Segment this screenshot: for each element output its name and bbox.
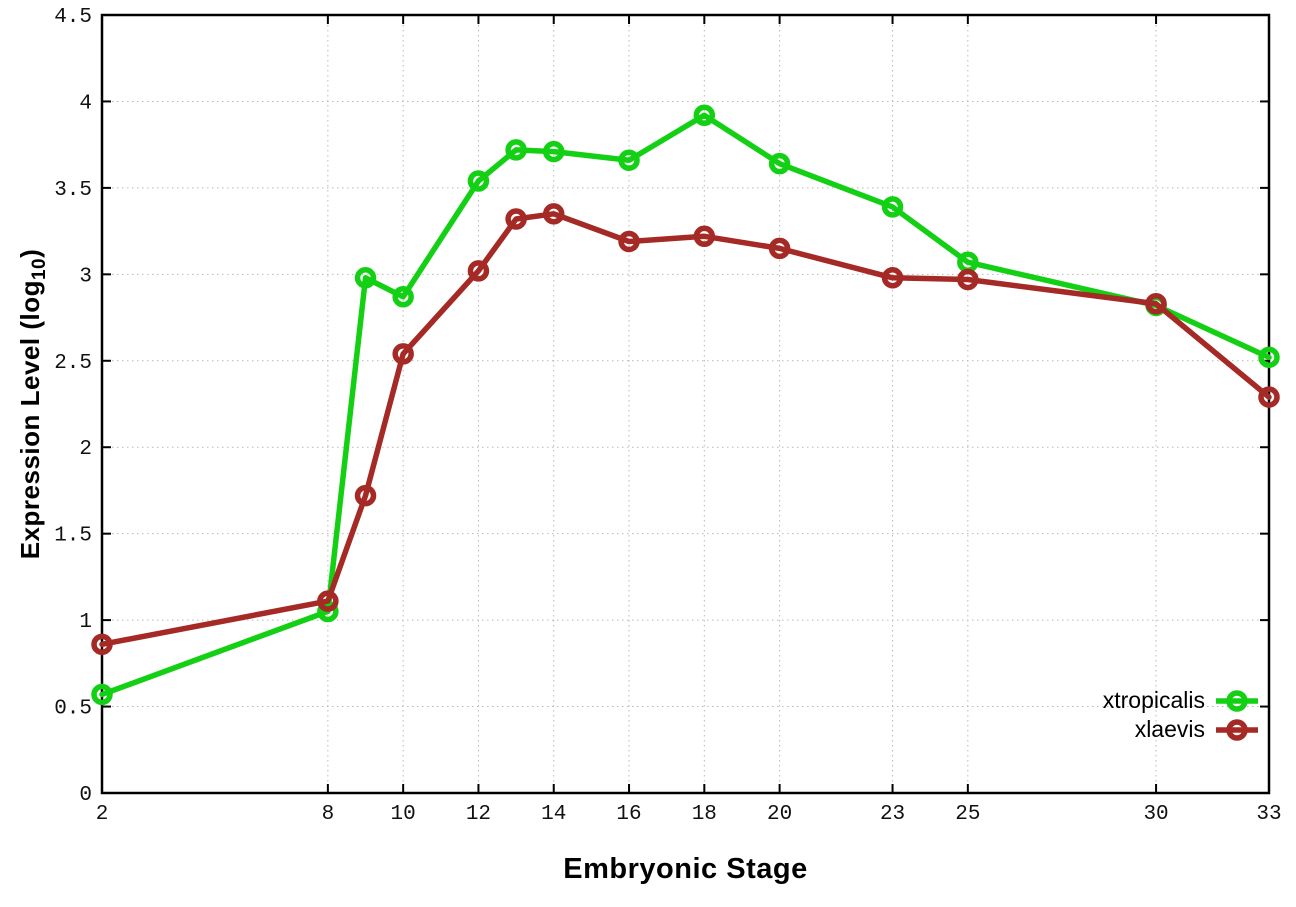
legend-label-xlaevis: xlaevis (1134, 716, 1205, 742)
y-axis-title-subscript: 10 (29, 257, 51, 281)
xtropicalis-line-marker-icon (1216, 689, 1258, 712)
xlaevis-point-stage-23 (881, 267, 904, 289)
legend-item-xtropicalis: xtropicalis (1103, 686, 1258, 715)
y-tick-label-0: 0 (79, 784, 92, 807)
x-tick-label-8: 8 (322, 803, 335, 826)
xlaevis-point-stage-9 (354, 484, 377, 507)
y-tick-label-1: 1 (79, 611, 92, 634)
xlaevis-point-stage-2 (91, 633, 113, 656)
xlaevis-point-stage-10 (392, 343, 414, 365)
x-tick-label-20: 20 (767, 803, 792, 826)
xtropicalis-point-stage-10 (392, 286, 414, 308)
y-tick-label-1.5: 1.5 (54, 525, 92, 548)
xtropicalis-point-stage-9 (354, 267, 377, 289)
y-tick-label-3.5: 3.5 (54, 179, 92, 202)
x-tick-label-10: 10 (391, 803, 416, 826)
xtropicalis-point-stage-16 (618, 149, 640, 171)
x-tick-label-16: 16 (616, 803, 641, 826)
xtropicalis-point-stage-20 (768, 152, 791, 175)
y-tick-label-2.5: 2.5 (54, 352, 92, 375)
xlaevis-point-stage-33 (1258, 386, 1280, 408)
xlaevis-point-stage-12 (467, 260, 490, 282)
x-tick-label-30: 30 (1143, 803, 1168, 826)
x-tick-label-25: 25 (955, 803, 980, 826)
legend-item-xlaevis: xlaevis (1103, 715, 1258, 744)
legend: xtropicalis xlaevis (1103, 686, 1258, 744)
xtropicalis-point-stage-12 (467, 170, 490, 192)
xlaevis-point-stage-20 (768, 237, 791, 260)
xtropicalis-point-stage-2 (91, 683, 113, 706)
y-axis-title-suffix: ) (14, 248, 45, 258)
x-tick-label-14: 14 (541, 803, 566, 826)
x-tick-label-33: 33 (1256, 803, 1281, 826)
y-tick-label-4: 4 (79, 92, 92, 115)
x-tick-label-18: 18 (692, 803, 717, 826)
x-tick-label-12: 12 (466, 803, 491, 826)
xtropicalis-point-stage-33 (1258, 346, 1280, 369)
xtropicalis-point-stage-13 (505, 139, 527, 161)
x-axis-title: Embryonic Stage (563, 853, 808, 885)
xtropicalis-point-stage-18 (693, 104, 716, 127)
xlaevis-point-stage-8 (317, 590, 339, 612)
xlaevis-point-stage-18 (693, 225, 716, 248)
xlaevis-point-stage-16 (618, 230, 640, 253)
xtropicalis-point-stage-14 (542, 140, 565, 163)
y-axis-title: Expression Level (log10) (15, 249, 51, 560)
xlaevis-point-stage-14 (542, 203, 565, 225)
y-tick-label-2: 2 (79, 438, 92, 461)
xlaevis-line (99, 211, 1272, 648)
xtropicalis-point-stage-23 (881, 196, 904, 218)
y-tick-label-0.5: 0.5 (54, 698, 92, 721)
xlaevis-line-marker-icon (1216, 718, 1258, 741)
x-tick-label-2: 2 (96, 803, 109, 826)
legend-label-xtropicalis: xtropicalis (1102, 687, 1205, 713)
xlaevis-point-stage-13 (505, 208, 527, 230)
x-tick-label-23: 23 (880, 803, 905, 826)
xtropicalis-line (99, 112, 1272, 698)
y-tick-label-3: 3 (79, 265, 92, 288)
y-tick-label-4.5: 4.5 (54, 6, 92, 29)
plot-border (100, 13, 1271, 795)
xlaevis-point-stage-30 (1145, 292, 1167, 315)
xlaevis-point-stage-25 (957, 268, 979, 291)
y-axis-title-text: Expression Level (log (14, 280, 45, 560)
